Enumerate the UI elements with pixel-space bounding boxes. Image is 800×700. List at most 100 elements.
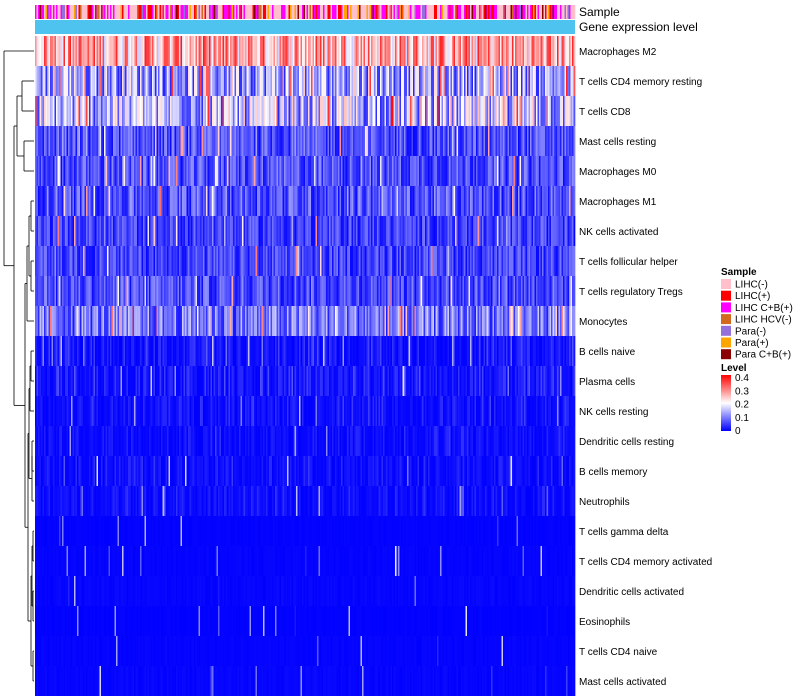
heatmap-cell bbox=[242, 216, 244, 246]
heatmap-cell bbox=[446, 156, 448, 186]
heatmap-cell bbox=[56, 66, 58, 96]
heatmap-cell bbox=[516, 246, 519, 276]
heatmap-cell bbox=[398, 66, 400, 96]
heatmap-cell bbox=[153, 156, 156, 186]
heatmap-cell bbox=[81, 186, 84, 216]
heatmap-cell bbox=[470, 336, 472, 366]
heatmap-cell bbox=[248, 36, 250, 66]
sample-cell bbox=[62, 5, 64, 19]
heatmap-cell bbox=[222, 276, 225, 306]
heatmap-cell bbox=[132, 396, 135, 426]
heatmap-cell bbox=[216, 186, 219, 216]
heatmap-cell bbox=[315, 156, 318, 186]
heatmap-cell bbox=[365, 36, 367, 66]
heatmap-cell bbox=[437, 276, 439, 306]
heatmap-cell bbox=[344, 396, 346, 426]
heatmap-cell bbox=[204, 336, 207, 366]
sample-cell bbox=[573, 5, 576, 19]
heatmap-cell bbox=[86, 396, 88, 426]
heatmap-cell bbox=[234, 366, 237, 396]
heatmap-cell bbox=[228, 216, 231, 246]
heatmap-cell bbox=[387, 336, 390, 366]
heatmap-cell bbox=[482, 216, 484, 246]
heatmap-cell bbox=[212, 216, 214, 246]
sample-cell bbox=[513, 5, 516, 19]
heatmap-cell bbox=[153, 306, 156, 336]
heatmap-cell bbox=[261, 336, 264, 366]
heatmap-cell bbox=[209, 156, 211, 186]
heatmap-cell bbox=[107, 246, 109, 276]
heatmap-cell bbox=[228, 396, 231, 426]
heatmap-cell bbox=[209, 36, 211, 66]
heatmap-cell bbox=[207, 216, 210, 246]
heatmap-cell bbox=[212, 66, 214, 96]
heatmap-cell bbox=[87, 246, 90, 276]
heatmap-cell bbox=[462, 96, 465, 126]
heatmap-cell bbox=[324, 396, 327, 426]
heatmap-cell bbox=[221, 186, 223, 216]
heatmap-cell bbox=[272, 306, 274, 336]
heatmap-cell bbox=[453, 66, 456, 96]
heatmap-cell bbox=[500, 156, 502, 186]
heatmap-cell bbox=[477, 66, 480, 96]
heatmap-cell bbox=[399, 96, 402, 126]
sample-cell bbox=[452, 5, 454, 19]
heatmap-cell bbox=[204, 276, 207, 306]
sample-cell bbox=[374, 5, 376, 19]
sample-cell bbox=[569, 5, 571, 19]
heatmap-cell bbox=[227, 186, 229, 216]
heatmap-cell bbox=[200, 396, 202, 426]
heatmap-cell bbox=[501, 66, 504, 96]
heatmap-cell bbox=[230, 66, 232, 96]
sample-cell bbox=[48, 5, 51, 19]
heatmap-cell bbox=[248, 216, 250, 246]
heatmap-cell bbox=[293, 36, 295, 66]
sample-cell bbox=[534, 5, 537, 19]
heatmap-cell bbox=[78, 306, 81, 336]
heatmap-cell bbox=[339, 216, 342, 246]
heatmap-cell bbox=[78, 126, 81, 156]
sample-cell bbox=[174, 5, 177, 19]
heatmap-cell bbox=[398, 246, 400, 276]
heatmap-cell bbox=[285, 186, 288, 216]
heatmap-cell bbox=[410, 276, 412, 306]
heatmap-cell bbox=[386, 36, 388, 66]
heatmap-cell bbox=[45, 396, 48, 426]
heatmap-cell bbox=[102, 306, 105, 336]
heatmap-cell bbox=[84, 276, 87, 306]
heatmap-cell bbox=[533, 336, 535, 366]
heatmap-cell bbox=[69, 126, 72, 156]
heatmap-cell bbox=[375, 276, 378, 306]
heatmap-cell bbox=[276, 186, 279, 216]
heatmap-cell bbox=[209, 396, 211, 426]
heatmap-cell bbox=[96, 396, 99, 426]
heatmap-cell bbox=[456, 66, 459, 96]
heatmap-cell bbox=[212, 276, 214, 306]
heatmap-cell bbox=[284, 96, 286, 126]
heatmap-cell bbox=[395, 156, 397, 186]
heatmap-cell bbox=[75, 66, 78, 96]
heatmap-cell bbox=[423, 66, 426, 96]
heatmap-cell bbox=[134, 216, 136, 246]
heatmap-cell bbox=[447, 216, 450, 246]
heatmap-cell bbox=[306, 366, 309, 396]
sample-cell bbox=[323, 5, 325, 19]
sample-cell bbox=[312, 5, 315, 19]
heatmap-cell bbox=[282, 36, 285, 66]
heatmap-cell bbox=[306, 396, 309, 426]
heatmap-cell bbox=[416, 66, 418, 96]
heatmap-cell bbox=[404, 276, 406, 306]
heatmap-cell bbox=[429, 36, 432, 66]
heatmap-cell bbox=[405, 276, 408, 306]
heatmap-cell bbox=[294, 186, 297, 216]
heatmap-cell bbox=[39, 396, 42, 426]
heatmap-cell bbox=[87, 66, 90, 96]
heatmap-cell bbox=[516, 366, 519, 396]
heatmap-cell bbox=[414, 336, 417, 366]
heatmap-cell bbox=[569, 336, 571, 366]
heatmap-cell bbox=[419, 96, 421, 126]
heatmap-cell bbox=[525, 216, 528, 246]
heatmap-cell bbox=[54, 126, 57, 156]
heatmap-cell bbox=[543, 216, 546, 246]
sample-cell bbox=[192, 5, 195, 19]
